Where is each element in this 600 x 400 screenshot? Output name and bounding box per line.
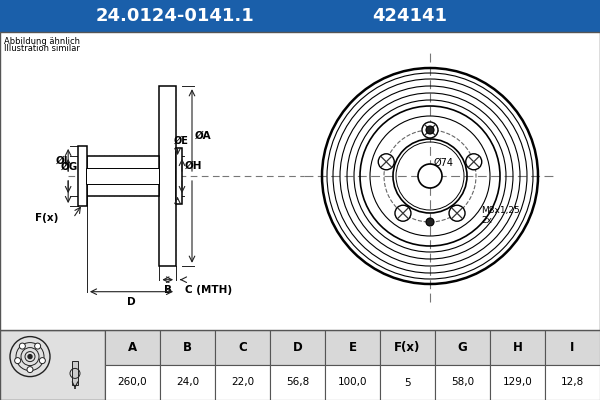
Text: D: D	[293, 341, 302, 354]
Bar	[325, 365, 380, 400]
Bar	[105, 365, 160, 400]
Bar	[0, 0, 600, 32]
Text: A: A	[128, 341, 137, 354]
Text: 24.0124-0141.1: 24.0124-0141.1	[95, 7, 254, 25]
Text: Ø74: Ø74	[434, 158, 454, 168]
Text: C (MTH): C (MTH)	[185, 285, 232, 295]
Text: F(x): F(x)	[35, 213, 58, 223]
Circle shape	[426, 126, 434, 134]
Bar	[490, 330, 545, 365]
Bar	[78, 146, 87, 206]
Circle shape	[14, 358, 20, 364]
Text: 12,8: 12,8	[561, 378, 584, 388]
Circle shape	[426, 218, 434, 226]
Bar	[215, 365, 270, 400]
Bar	[545, 330, 600, 365]
Text: B: B	[164, 285, 172, 295]
Text: ØG: ØG	[61, 162, 79, 172]
Text: 5: 5	[404, 378, 411, 388]
Text: C: C	[238, 341, 247, 354]
Text: I: I	[571, 341, 575, 354]
Circle shape	[466, 154, 482, 170]
Bar	[380, 365, 435, 400]
Bar	[545, 365, 600, 400]
Text: Illustration similar: Illustration similar	[4, 44, 80, 53]
Text: 56,8: 56,8	[286, 378, 309, 388]
Text: 58,0: 58,0	[451, 378, 474, 388]
Text: 24,0: 24,0	[176, 378, 199, 388]
Circle shape	[418, 164, 442, 188]
Text: H: H	[512, 341, 523, 354]
Bar	[72, 362, 78, 386]
Text: 100,0: 100,0	[338, 378, 367, 388]
Text: 22,0: 22,0	[231, 378, 254, 388]
Circle shape	[27, 366, 33, 373]
Bar	[176, 148, 182, 204]
Text: F(x): F(x)	[394, 341, 421, 354]
Text: B: B	[183, 341, 192, 354]
Bar	[270, 330, 325, 365]
Bar	[435, 365, 490, 400]
Circle shape	[19, 343, 25, 349]
Circle shape	[395, 205, 411, 221]
Bar	[160, 365, 215, 400]
Text: ØI: ØI	[56, 156, 69, 166]
Bar	[0, 32, 600, 330]
Text: 260,0: 260,0	[118, 378, 148, 388]
Bar	[435, 330, 490, 365]
Text: ØE: ØE	[174, 136, 188, 146]
Bar	[105, 330, 160, 365]
Text: D: D	[127, 297, 136, 307]
Circle shape	[28, 354, 32, 358]
Bar	[0, 330, 600, 400]
Text: G: G	[458, 341, 467, 354]
Bar	[87, 156, 160, 196]
Circle shape	[449, 205, 465, 221]
Bar	[270, 365, 325, 400]
Bar	[86, 168, 160, 184]
Bar	[325, 330, 380, 365]
Bar	[0, 330, 105, 400]
Bar	[490, 365, 545, 400]
Text: 129,0: 129,0	[503, 378, 532, 388]
Text: ØA: ØA	[195, 131, 212, 141]
Bar	[380, 330, 435, 365]
Circle shape	[40, 358, 46, 364]
Bar	[160, 330, 215, 365]
Text: E: E	[349, 341, 356, 354]
Text: M8x1,25
2x: M8x1,25 2x	[481, 206, 520, 226]
Circle shape	[35, 343, 41, 349]
Circle shape	[422, 122, 438, 138]
Text: 424141: 424141	[373, 7, 448, 25]
Circle shape	[378, 154, 394, 170]
Bar	[215, 330, 270, 365]
Text: Abbildung ähnlich: Abbildung ähnlich	[4, 37, 80, 46]
Bar	[160, 86, 176, 266]
Text: ØH: ØH	[185, 161, 203, 171]
